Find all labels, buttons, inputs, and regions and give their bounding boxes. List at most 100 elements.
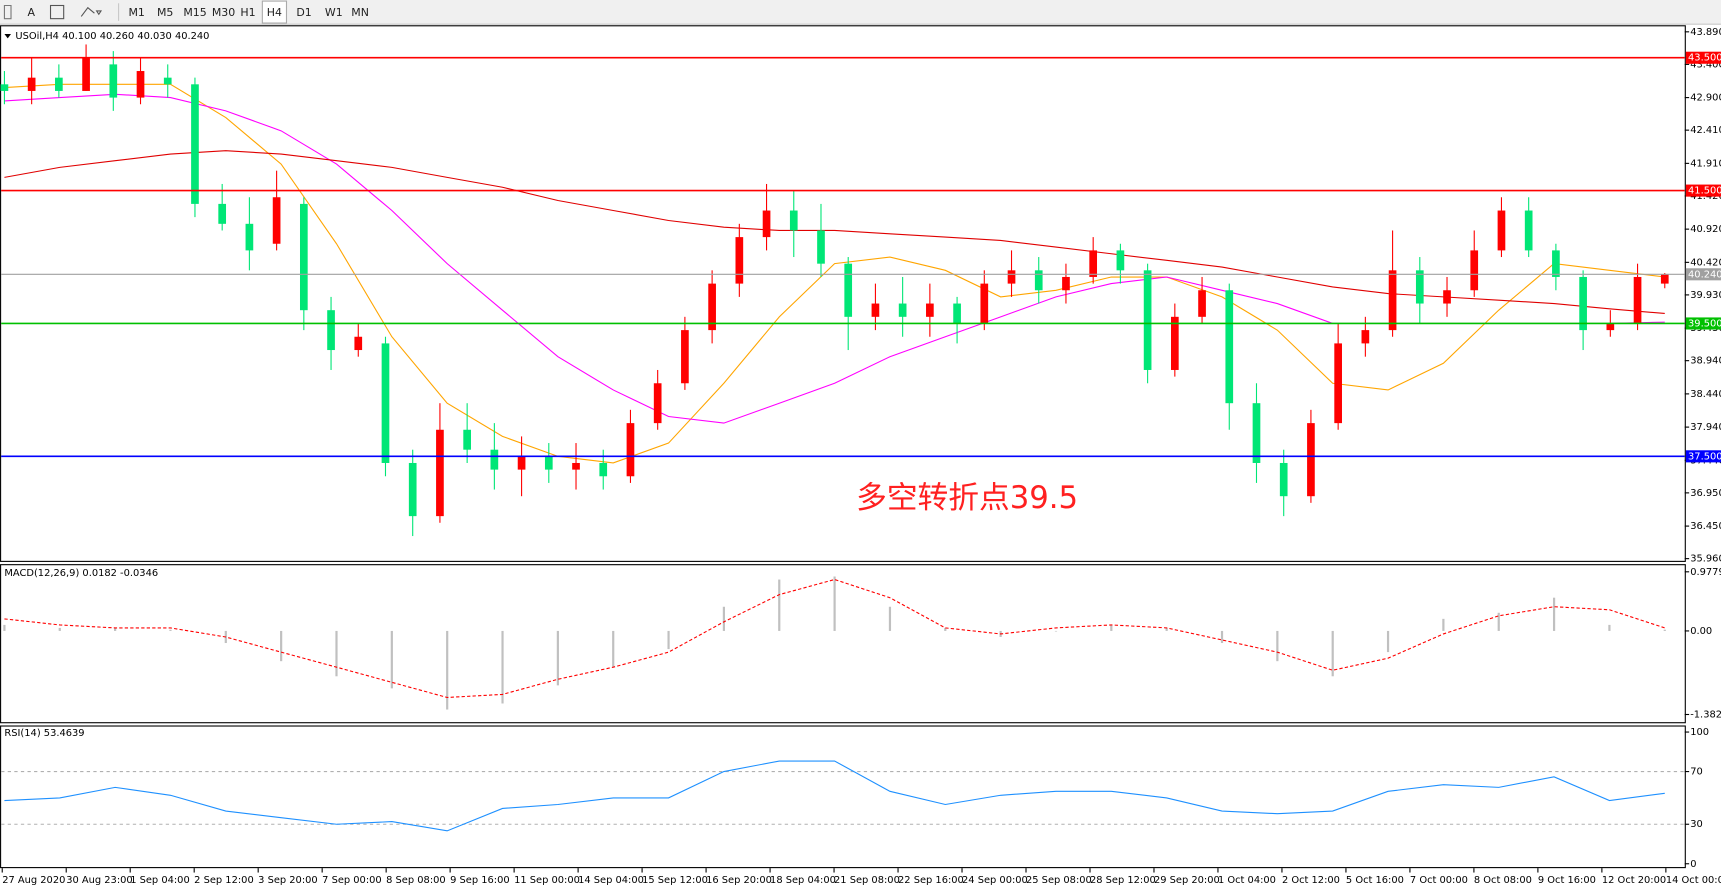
candle-body — [191, 84, 199, 204]
candle-body — [871, 303, 880, 317]
annotation: 多空转折点39.5 — [856, 480, 1078, 516]
shapes-tool[interactable] — [80, 6, 103, 17]
price-tag — [1685, 450, 1721, 463]
y-tick-label: 38.440 — [1690, 389, 1721, 400]
candle-body — [1252, 403, 1261, 463]
price-tag-label: 37.500 — [1688, 451, 1721, 462]
price-tag — [1685, 268, 1721, 281]
candle-body — [299, 203, 308, 311]
candle-body — [1198, 290, 1206, 317]
text-tool[interactable]: A — [27, 6, 35, 19]
macd-bar — [1165, 627, 1168, 631]
candle-body — [327, 310, 335, 351]
timeframe-button[interactable]: M30 — [212, 6, 235, 19]
x-tick-label: 14 Oct 00:00 — [1666, 875, 1721, 886]
timeframe-button[interactable]: H4 — [267, 6, 282, 19]
y-tick-label: 36.950 — [1690, 488, 1721, 499]
x-tick-label: 5 Oct 16:00 — [1346, 875, 1404, 886]
macd-bar — [778, 579, 781, 631]
candle-body — [1279, 462, 1288, 497]
macd-bar — [335, 630, 338, 677]
main-pane — [0, 25, 1686, 562]
candle-body — [1497, 210, 1506, 251]
candle-body — [681, 330, 689, 384]
indicator-line — [4, 578, 1665, 699]
active-timeframe — [261, 0, 288, 24]
price-tag — [1685, 51, 1721, 64]
candle-body — [1170, 316, 1179, 370]
indicator-line — [4, 150, 1665, 315]
candle-body — [926, 303, 934, 317]
timeframes: M1 M5 M15 M30 H1 H4 D1 W1 MN — [128, 0, 369, 24]
candle-body — [844, 263, 853, 317]
cursor-icon[interactable] — [3, 4, 12, 20]
x-tick-label: 14 Sep 04:00 — [578, 875, 644, 886]
y-tick-label: -1.382 — [1690, 709, 1721, 720]
candle-body — [27, 77, 36, 91]
candle-body — [490, 449, 499, 470]
rsi-title: RSI(14) 53.4639 — [4, 728, 84, 739]
y-tick-label: 43.400 — [1690, 59, 1721, 70]
candle-body — [0, 84, 9, 91]
timeframe-button[interactable]: M15 — [183, 6, 206, 19]
x-tick-label: 2 Oct 12:00 — [1282, 875, 1340, 886]
candle-body — [980, 283, 989, 324]
rsi-pane — [0, 725, 1686, 869]
price-tag — [1685, 184, 1721, 197]
candle-body — [817, 230, 825, 264]
indicator-line — [4, 760, 1665, 832]
timeframe-button[interactable]: D1 — [296, 6, 311, 19]
macd-bar — [280, 630, 283, 662]
x-tick-label: 22 Sep 16:00 — [898, 875, 964, 886]
candle-body — [1579, 276, 1587, 331]
plots: 43.89043.40042.90042.41041.91041.42040.9… — [0, 27, 1721, 886]
y-tick-label: 0 — [1690, 859, 1696, 870]
candle-body — [381, 343, 390, 463]
chart-title: USOil,H4 40.100 40.260 40.030 40.240 — [15, 31, 209, 42]
x-tick-label: 21 Sep 08:00 — [834, 875, 900, 886]
candle-body — [1633, 276, 1642, 324]
candle-body — [136, 71, 145, 98]
label-tool[interactable] — [49, 4, 65, 20]
macd-bar — [114, 627, 117, 631]
macd-bar — [667, 630, 670, 650]
timeframe-button[interactable]: W1 — [325, 6, 343, 19]
x-tick-label: 18 Sep 04:00 — [770, 875, 836, 886]
macd-bar — [1552, 597, 1556, 631]
candle-body — [1660, 274, 1669, 284]
price-tag-label: 43.500 — [1688, 53, 1721, 64]
macd-bar — [390, 630, 393, 689]
candle-body — [163, 77, 172, 85]
timeframe-button[interactable]: H1 — [240, 6, 255, 19]
macd-bar — [944, 627, 947, 631]
price-tag-label: 39.500 — [1688, 318, 1721, 329]
macd-bar — [1110, 624, 1113, 631]
macd-bar — [556, 630, 559, 686]
macd-bar — [169, 629, 172, 631]
title-marker — [4, 34, 12, 39]
macd-bar — [1497, 612, 1500, 631]
toolbar-bg — [0, 0, 1721, 25]
y-tick-label: 70 — [1690, 767, 1703, 778]
x-tick-label: 3 Sep 20:00 — [258, 875, 318, 886]
candle-body — [1116, 250, 1125, 271]
candle-body — [1388, 270, 1397, 331]
timeframe-button[interactable]: M5 — [157, 6, 173, 19]
timeframe-button[interactable]: M1 — [128, 6, 144, 19]
x-tick-label: 2 Sep 12:00 — [194, 875, 254, 886]
x-tick-label: 1 Sep 04:00 — [130, 875, 190, 886]
candle-body — [626, 423, 635, 477]
price-tag-label: 41.500 — [1688, 186, 1721, 197]
y-tick-label: 43.890 — [1690, 27, 1721, 38]
timeframe-button[interactable]: MN — [351, 6, 369, 19]
candle-body — [1089, 250, 1098, 277]
x-tick-label: 8 Sep 08:00 — [386, 875, 446, 886]
candle-body — [789, 210, 798, 231]
macd-bar — [1331, 630, 1334, 677]
x-tick-label: 25 Sep 08:00 — [1026, 875, 1092, 886]
candle-body — [572, 462, 580, 470]
macd-bar — [1608, 624, 1611, 631]
candle-body — [109, 64, 118, 98]
